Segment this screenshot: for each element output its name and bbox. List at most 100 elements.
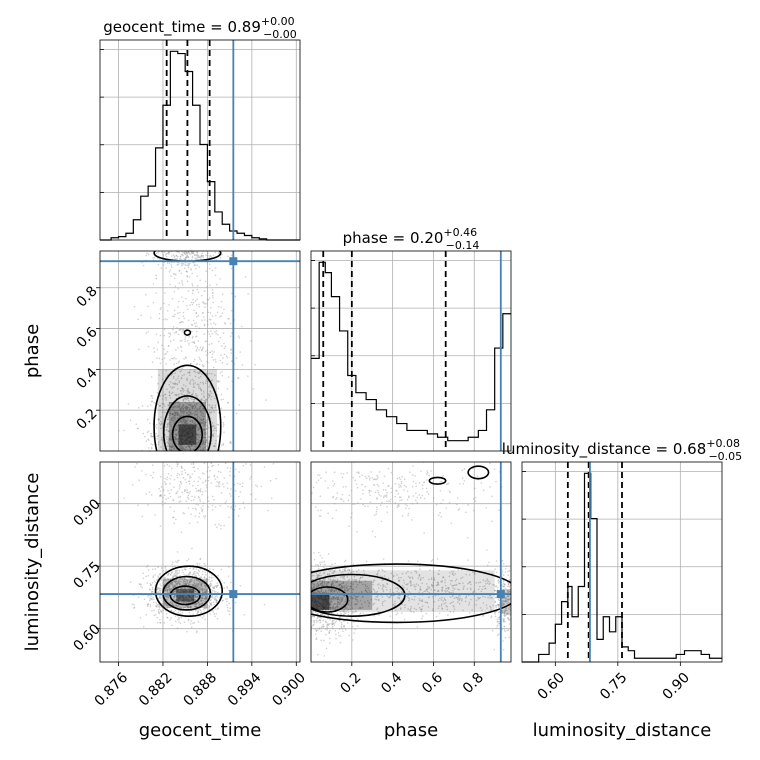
- sample-point: [140, 314, 142, 317]
- sample-point: [205, 249, 207, 251]
- sample-point: [186, 271, 189, 273]
- sample-point: [394, 600, 396, 603]
- sample-point: [208, 607, 210, 610]
- sample-point: [196, 433, 198, 436]
- sample-point: [182, 595, 184, 597]
- sample-point: [187, 598, 190, 601]
- sample-point: [203, 409, 205, 411]
- sample-point: [141, 458, 143, 460]
- sample-point: [185, 256, 187, 259]
- sample-point: [228, 602, 231, 605]
- sample-point: [175, 590, 177, 593]
- sample-point: [202, 390, 205, 393]
- sample-point: [181, 296, 183, 299]
- sample-point: [202, 463, 204, 465]
- sample-point: [182, 591, 185, 593]
- sample-point: [204, 564, 207, 567]
- sample-point: [190, 591, 193, 593]
- sample-point: [202, 587, 204, 590]
- sample-point: [321, 591, 324, 594]
- sample-point: [213, 603, 216, 606]
- sample-point: [207, 361, 209, 364]
- sample-point: [208, 248, 210, 250]
- sample-point: [172, 586, 175, 588]
- sample-point: [211, 579, 213, 582]
- sample-point: [184, 448, 187, 451]
- sample-point: [362, 569, 365, 572]
- sample-point: [475, 599, 478, 602]
- sample-point: [191, 283, 193, 285]
- sample-point: [179, 622, 182, 625]
- sample-point: [205, 597, 208, 599]
- sample-point: [197, 583, 199, 585]
- sample-point: [193, 341, 195, 344]
- sample-point: [174, 575, 177, 577]
- sample-point: [178, 270, 181, 272]
- sample-point: [340, 571, 343, 574]
- sample-point: [223, 416, 226, 418]
- sample-point: [179, 402, 181, 404]
- sample-point: [320, 630, 323, 632]
- sample-point: [196, 414, 198, 416]
- sample-point: [138, 348, 140, 351]
- sample-point: [182, 446, 185, 449]
- sample-point: [187, 594, 189, 597]
- sample-point: [193, 598, 196, 601]
- sample-point: [350, 585, 352, 588]
- sample-point: [304, 602, 306, 604]
- sample-point: [190, 600, 193, 602]
- sample-point: [193, 466, 196, 468]
- sample-point: [417, 577, 420, 579]
- sample-point: [222, 459, 224, 461]
- sample-point: [178, 580, 181, 582]
- sample-point: [214, 523, 217, 526]
- sample-point: [292, 609, 294, 611]
- sample-point: [199, 558, 202, 561]
- sample-point: [198, 327, 200, 330]
- sample-point: [336, 606, 338, 608]
- sample-point: [326, 624, 328, 626]
- sample-point: [166, 478, 168, 481]
- sample-point: [192, 600, 194, 603]
- scatter-panel-geocent_time-phase: [99, 248, 301, 490]
- sample-point: [178, 609, 180, 612]
- sample-point: [316, 589, 318, 592]
- sample-point: [190, 598, 193, 601]
- sample-point: [203, 457, 205, 459]
- sample-point: [316, 654, 319, 656]
- sample-point: [197, 489, 200, 491]
- sample-point: [307, 594, 309, 596]
- sample-point: [200, 348, 203, 351]
- sample-point: [222, 421, 225, 424]
- sample-point: [365, 587, 368, 590]
- sample-point: [193, 488, 195, 490]
- sample-point: [211, 504, 214, 507]
- sample-point: [203, 588, 206, 591]
- sample-point: [160, 466, 162, 468]
- sample-point: [316, 612, 319, 615]
- sample-point: [175, 428, 178, 431]
- sample-point: [342, 568, 344, 571]
- sample-point: [301, 578, 303, 580]
- sample-point: [329, 606, 331, 609]
- sample-point: [189, 587, 191, 589]
- sample-point: [178, 321, 181, 324]
- sample-point: [169, 437, 171, 440]
- sample-point: [187, 607, 190, 609]
- sample-point: [467, 582, 469, 585]
- sample-point: [187, 256, 189, 259]
- sample-point: [188, 409, 191, 411]
- sample-point: [197, 587, 200, 590]
- sample-point: [376, 574, 379, 576]
- sample-point: [298, 551, 300, 553]
- sample-point: [173, 386, 175, 388]
- sample-point: [191, 595, 194, 598]
- sample-point: [330, 585, 333, 587]
- sample-point: [352, 563, 355, 566]
- sample-point: [219, 359, 222, 362]
- sample-point: [364, 580, 367, 582]
- sample-point: [172, 413, 174, 415]
- sample-point: [195, 316, 198, 318]
- sample-point: [183, 602, 185, 605]
- sample-point: [313, 586, 315, 588]
